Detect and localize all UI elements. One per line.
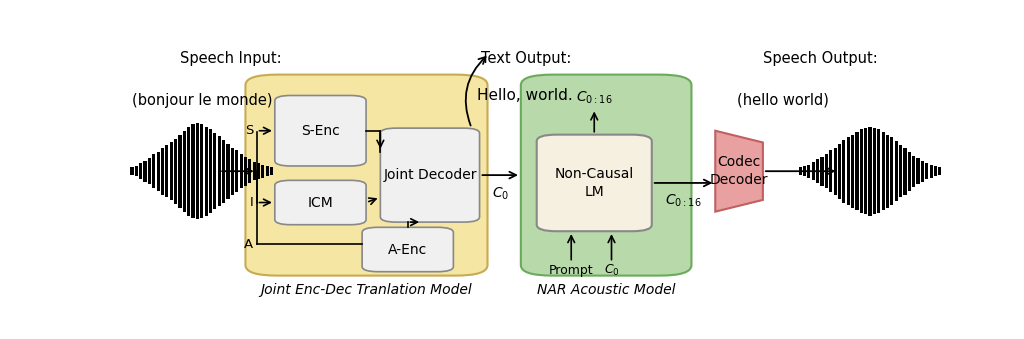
- FancyBboxPatch shape: [829, 150, 833, 192]
- FancyBboxPatch shape: [886, 135, 889, 208]
- FancyBboxPatch shape: [838, 144, 841, 199]
- FancyBboxPatch shape: [261, 165, 264, 178]
- FancyBboxPatch shape: [147, 158, 151, 184]
- FancyBboxPatch shape: [824, 154, 828, 188]
- Text: $C_0$: $C_0$: [492, 185, 509, 202]
- FancyBboxPatch shape: [895, 141, 898, 201]
- FancyBboxPatch shape: [860, 129, 863, 213]
- FancyBboxPatch shape: [907, 152, 911, 191]
- FancyBboxPatch shape: [218, 136, 221, 206]
- Polygon shape: [715, 131, 763, 212]
- FancyBboxPatch shape: [855, 132, 858, 210]
- FancyBboxPatch shape: [916, 158, 920, 184]
- FancyBboxPatch shape: [362, 227, 454, 272]
- FancyBboxPatch shape: [890, 137, 893, 205]
- FancyBboxPatch shape: [248, 159, 252, 183]
- FancyBboxPatch shape: [165, 145, 169, 197]
- FancyBboxPatch shape: [812, 162, 815, 180]
- FancyBboxPatch shape: [182, 131, 186, 212]
- Text: I: I: [250, 196, 253, 209]
- FancyBboxPatch shape: [257, 163, 260, 179]
- FancyBboxPatch shape: [143, 161, 146, 182]
- FancyBboxPatch shape: [191, 124, 195, 218]
- FancyBboxPatch shape: [139, 163, 142, 179]
- FancyBboxPatch shape: [265, 166, 269, 176]
- FancyBboxPatch shape: [834, 148, 837, 195]
- Text: Joint Enc-Dec Tranlation Model: Joint Enc-Dec Tranlation Model: [260, 283, 472, 297]
- FancyBboxPatch shape: [270, 167, 273, 175]
- FancyBboxPatch shape: [161, 148, 164, 195]
- Text: $C_0$: $C_0$: [603, 263, 620, 278]
- Text: Prompt: Prompt: [549, 264, 594, 277]
- FancyBboxPatch shape: [925, 163, 929, 179]
- FancyBboxPatch shape: [843, 140, 846, 202]
- FancyBboxPatch shape: [934, 166, 937, 176]
- FancyBboxPatch shape: [930, 165, 933, 178]
- FancyBboxPatch shape: [153, 154, 156, 188]
- Text: (hello world): (hello world): [737, 93, 828, 108]
- FancyBboxPatch shape: [244, 157, 247, 185]
- Text: NAR Acoustic Model: NAR Acoustic Model: [537, 283, 676, 297]
- Text: Speech Input:: Speech Input:: [179, 51, 282, 66]
- Text: A-Enc: A-Enc: [388, 242, 427, 257]
- Text: $C_{0:16}$: $C_{0:16}$: [575, 90, 612, 106]
- FancyBboxPatch shape: [230, 148, 233, 195]
- FancyBboxPatch shape: [380, 128, 479, 222]
- FancyBboxPatch shape: [872, 128, 876, 214]
- FancyBboxPatch shape: [205, 127, 208, 216]
- FancyBboxPatch shape: [236, 150, 239, 192]
- FancyBboxPatch shape: [882, 132, 885, 210]
- FancyBboxPatch shape: [213, 133, 216, 209]
- Text: Hello, world.: Hello, world.: [477, 88, 573, 103]
- FancyBboxPatch shape: [157, 152, 160, 191]
- FancyBboxPatch shape: [903, 148, 906, 195]
- Text: Text Output:: Text Output:: [481, 51, 571, 66]
- FancyBboxPatch shape: [803, 166, 806, 176]
- FancyBboxPatch shape: [851, 135, 854, 208]
- Text: A: A: [245, 238, 253, 251]
- FancyBboxPatch shape: [170, 142, 173, 200]
- FancyBboxPatch shape: [174, 139, 177, 204]
- FancyBboxPatch shape: [820, 157, 823, 185]
- Text: S-Enc: S-Enc: [301, 124, 340, 138]
- FancyBboxPatch shape: [209, 129, 212, 213]
- FancyBboxPatch shape: [799, 167, 802, 175]
- FancyBboxPatch shape: [878, 129, 881, 213]
- Text: $C_{0:16}$: $C_{0:16}$: [666, 193, 701, 210]
- FancyBboxPatch shape: [816, 159, 819, 183]
- FancyBboxPatch shape: [130, 167, 133, 175]
- FancyBboxPatch shape: [537, 135, 652, 231]
- FancyBboxPatch shape: [868, 127, 871, 216]
- Text: Speech Output:: Speech Output:: [763, 51, 878, 66]
- Text: (bonjour le monde): (bonjour le monde): [132, 93, 272, 108]
- FancyBboxPatch shape: [847, 137, 850, 205]
- Text: S: S: [245, 124, 253, 137]
- FancyBboxPatch shape: [240, 154, 243, 188]
- FancyBboxPatch shape: [921, 161, 924, 182]
- FancyBboxPatch shape: [912, 156, 915, 187]
- FancyBboxPatch shape: [246, 75, 487, 276]
- FancyBboxPatch shape: [938, 167, 941, 175]
- FancyBboxPatch shape: [274, 96, 367, 166]
- FancyBboxPatch shape: [807, 165, 811, 178]
- Text: ICM: ICM: [307, 196, 334, 210]
- FancyBboxPatch shape: [135, 166, 138, 176]
- Text: Joint Decoder: Joint Decoder: [383, 168, 477, 182]
- FancyBboxPatch shape: [521, 75, 691, 276]
- FancyBboxPatch shape: [222, 140, 225, 202]
- Text: Codec
Decoder: Codec Decoder: [710, 155, 768, 187]
- FancyBboxPatch shape: [864, 128, 867, 214]
- FancyBboxPatch shape: [253, 162, 256, 180]
- FancyBboxPatch shape: [899, 145, 902, 197]
- FancyBboxPatch shape: [201, 124, 204, 218]
- FancyBboxPatch shape: [178, 135, 181, 208]
- FancyBboxPatch shape: [196, 123, 199, 219]
- FancyBboxPatch shape: [226, 144, 229, 199]
- FancyBboxPatch shape: [274, 180, 367, 225]
- FancyBboxPatch shape: [187, 127, 190, 216]
- Text: Non-Causal
LM: Non-Causal LM: [555, 167, 634, 199]
